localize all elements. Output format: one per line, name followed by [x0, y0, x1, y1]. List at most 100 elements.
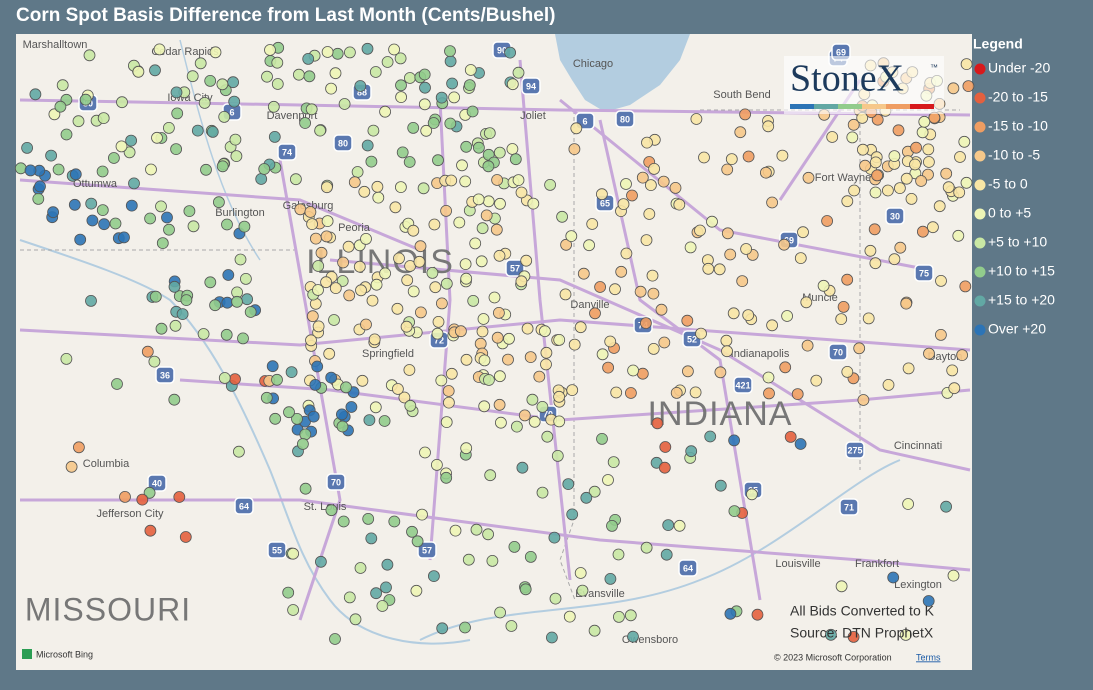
bid-dot — [459, 621, 471, 634]
bid-dot — [314, 124, 327, 137]
highway-shield-label: 80 — [620, 114, 630, 124]
bid-dot — [553, 390, 565, 403]
terms-link[interactable]: Terms — [916, 652, 941, 662]
bid-dot — [156, 237, 169, 250]
bid-dot — [168, 393, 181, 406]
bid-dot — [736, 275, 749, 288]
bid-dot — [323, 347, 336, 360]
bid-dot — [394, 52, 407, 65]
bid-dot — [320, 276, 333, 289]
bid-dot — [173, 491, 186, 503]
bid-dot — [435, 374, 448, 387]
bid-dot — [506, 143, 519, 155]
city-label: Marshalltown — [23, 39, 88, 51]
highway-shield-label: 72 — [434, 335, 444, 345]
bid-dot — [516, 461, 529, 474]
bid-dot — [287, 604, 300, 616]
bid-dot — [444, 45, 456, 57]
bid-dot — [431, 327, 444, 340]
bid-dot — [927, 221, 939, 234]
bid-dot — [837, 300, 850, 313]
bid-dot — [673, 198, 686, 211]
bid-dot — [727, 307, 740, 320]
bid-dot — [739, 108, 751, 121]
bid-dot — [170, 86, 183, 99]
bid-dot — [388, 515, 401, 528]
bid-dot — [682, 365, 694, 378]
bid-dot — [414, 306, 427, 319]
highway — [518, 59, 572, 581]
city-label: Indianapolis — [731, 348, 790, 360]
bid-dot — [229, 373, 241, 386]
bid-dot — [312, 260, 325, 272]
bid-dot — [490, 223, 503, 236]
bid-dot — [379, 105, 392, 118]
bid-dot — [894, 241, 907, 254]
bid-dot — [493, 398, 506, 411]
bid-dot — [21, 141, 34, 154]
bid-dot — [742, 150, 755, 163]
bid-dot — [356, 374, 369, 387]
bid-dot — [239, 272, 252, 285]
bid-dot — [444, 117, 457, 130]
bid-dot — [560, 238, 572, 251]
bid-dot — [145, 163, 157, 176]
bid-dot — [393, 252, 405, 265]
bid-dot — [910, 141, 922, 154]
bid-dot — [325, 371, 338, 384]
bid-dot — [420, 124, 433, 137]
bid-dot — [429, 281, 442, 294]
bid-dot — [888, 150, 901, 163]
bid-dot — [353, 260, 366, 273]
bid-dot — [294, 203, 307, 216]
bid-dot — [519, 583, 532, 596]
bid-dot — [86, 214, 99, 227]
bid-dot — [83, 49, 96, 62]
logo-bar — [790, 104, 814, 109]
bid-dot — [329, 282, 342, 295]
bid-dot — [607, 456, 620, 469]
bid-dot — [462, 553, 475, 566]
legend-swatch — [974, 324, 986, 336]
bid-dot — [79, 93, 92, 106]
bid-dot — [435, 297, 448, 310]
bid-dot — [847, 118, 860, 131]
bing-attribution: Microsoft Bing — [36, 649, 93, 659]
map[interactable]: ILLINOISINDIANAMISSOURIMarshalltownCedar… — [14, 34, 975, 662]
bid-dot — [444, 55, 457, 68]
bid-dot — [314, 555, 327, 568]
bid-dot — [349, 613, 362, 626]
bid-dot — [948, 382, 961, 395]
bid-dot — [329, 633, 341, 645]
city-label: Chicago — [573, 58, 613, 70]
bid-dot — [620, 178, 632, 190]
bid-dot — [502, 353, 514, 366]
bid-dot — [453, 216, 466, 229]
bid-dot — [923, 347, 935, 360]
bid-dot — [540, 346, 553, 359]
bid-dot — [464, 64, 477, 76]
bid-dot — [511, 420, 523, 433]
bid-dot — [170, 143, 183, 156]
highway-shield-label: 80 — [338, 138, 348, 148]
bid-dot — [922, 595, 935, 607]
bid-dot — [546, 631, 558, 644]
bid-dot — [237, 332, 249, 345]
bid-dot — [442, 385, 455, 397]
highway-shield-label: 6 — [229, 107, 234, 117]
bid-dot — [268, 130, 281, 143]
bid-dot — [947, 569, 960, 582]
bid-dot — [841, 365, 854, 378]
river — [179, 39, 261, 261]
bid-dot — [515, 186, 528, 199]
bid-dot — [381, 558, 394, 571]
bid-dot — [204, 75, 217, 87]
bid-dot — [337, 515, 350, 528]
bid-dot — [218, 372, 231, 384]
legend-swatch — [974, 208, 986, 220]
bid-dot — [299, 117, 312, 129]
bid-dot — [401, 274, 414, 287]
bid-dot — [714, 366, 727, 379]
highway-shield-label: 70 — [543, 409, 553, 419]
bid-dot — [636, 171, 649, 184]
